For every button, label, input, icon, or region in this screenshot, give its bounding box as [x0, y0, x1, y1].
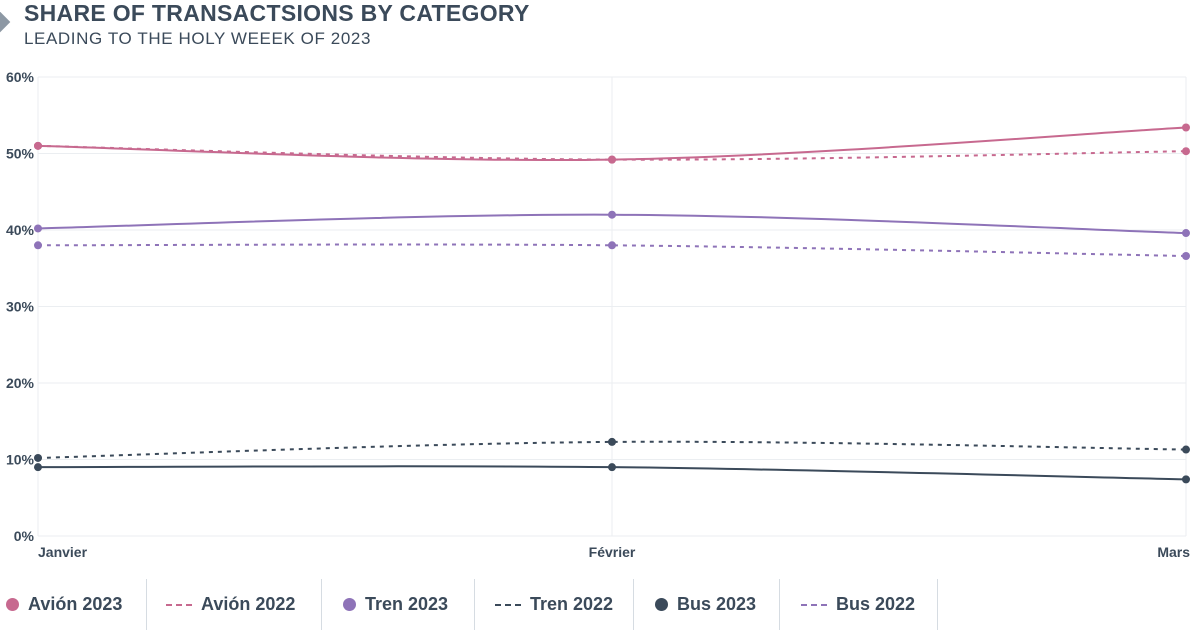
series-lines: [34, 123, 1190, 484]
data-point-bus-2022: [34, 453, 42, 462]
y-tick-label: 0%: [14, 528, 35, 544]
legend-dot-icon: [655, 598, 668, 611]
data-point-bus-2022: [608, 437, 616, 446]
legend-item-bus-2022[interactable]: Bus 2022: [801, 579, 915, 630]
legend: Avión 2023 Avión 2022 Tren 2023 Tren 202…: [0, 579, 1200, 630]
legend-label: Tren 2022: [530, 594, 614, 614]
legend-item-avion-2023[interactable]: Avión 2023: [6, 579, 122, 630]
legend-label: Bus 2022: [836, 594, 916, 614]
legend-label: Avión 2022: [201, 594, 296, 614]
legend-divider: [633, 579, 634, 630]
legend-item-tren-2023[interactable]: Tren 2023: [343, 579, 448, 630]
legend-item-avion-2022[interactable]: Avión 2022: [166, 579, 295, 630]
legend-label: Bus 2023: [677, 594, 757, 614]
data-point-avi-n-2023: [1182, 123, 1190, 132]
chart-title: SHARE OF TRANSACTSIONS BY CATEGORY: [24, 0, 530, 26]
x-tick-label: Janvier: [38, 544, 88, 560]
data-point-tren-2023: [34, 224, 42, 233]
data-point-bus-2023: [1182, 475, 1190, 484]
line-chart: 0% 10% 20% 30% 40% 50% 60% Janvier Février Mars: [6, 69, 1190, 560]
legend-label: Tren 2023: [365, 594, 449, 614]
legend-dot-icon: [343, 598, 356, 611]
data-point-tren-2023: [608, 210, 616, 219]
y-tick-label: 50%: [6, 146, 35, 162]
legend-divider: [474, 579, 475, 630]
legend-label: Avión 2023: [28, 594, 123, 614]
y-tick-label: 10%: [6, 452, 35, 468]
data-point-avi-n-2022: [34, 141, 42, 150]
data-point-bus-2023: [608, 463, 616, 472]
y-tick-label: 40%: [6, 222, 35, 238]
chart-subtitle: LEADING TO THE HOLY WEEEK OF 2023: [24, 29, 372, 48]
data-point-bus-2022: [1182, 445, 1190, 454]
data-point-avi-n-2022: [1182, 147, 1190, 156]
data-point-bus-2023: [34, 463, 42, 472]
legend-dash-icon: [801, 603, 827, 606]
y-axis-ticks: 0% 10% 20% 30% 40% 50% 60%: [6, 69, 35, 544]
data-point-tren-2023: [1182, 229, 1190, 238]
data-point-tren-2022: [608, 241, 616, 250]
legend-dot-icon: [6, 598, 19, 611]
y-tick-label: 60%: [6, 69, 35, 85]
x-tick-label: Février: [589, 544, 636, 560]
legend-dash-icon: [495, 603, 521, 606]
legend-divider: [321, 579, 322, 630]
data-point-tren-2022: [34, 241, 42, 250]
legend-item-bus-2023[interactable]: Bus 2023: [655, 579, 756, 630]
legend-dash-icon: [166, 603, 192, 606]
y-tick-label: 20%: [6, 375, 35, 391]
x-tick-label: Mars: [1157, 544, 1190, 560]
data-point-tren-2022: [1182, 252, 1190, 261]
y-tick-label: 30%: [6, 299, 35, 315]
legend-divider: [937, 579, 938, 630]
x-axis-ticks: Janvier Février Mars: [38, 544, 1190, 560]
legend-item-tren-2022[interactable]: Tren 2022: [495, 579, 613, 630]
data-point-avi-n-2022: [608, 155, 616, 164]
legend-divider: [146, 579, 147, 630]
legend-divider: [779, 579, 780, 630]
